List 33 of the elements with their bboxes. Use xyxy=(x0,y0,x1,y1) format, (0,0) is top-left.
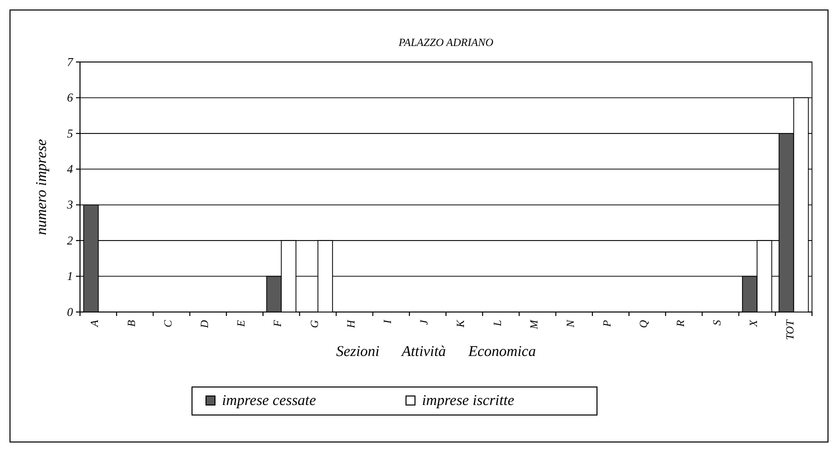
x-tick-label: C xyxy=(162,319,174,328)
x-tick-label: N xyxy=(564,319,577,328)
legend-label: imprese cessate xyxy=(222,393,316,409)
x-tick-label: K xyxy=(455,319,468,328)
y-tick-label: 4 xyxy=(67,162,73,176)
x-tick-label: G xyxy=(308,320,321,328)
x-tick-label: L xyxy=(492,320,504,328)
x-tick-label: J xyxy=(418,318,431,325)
y-axis-title: numero imprese xyxy=(34,138,50,235)
x-tick-label: Q xyxy=(638,320,650,328)
x-tick-label: I xyxy=(382,318,394,325)
x-tick-label: E xyxy=(236,320,248,328)
y-tick-label: 1 xyxy=(67,269,73,284)
y-tick-label: 5 xyxy=(67,126,73,140)
x-tick-label: H xyxy=(345,318,358,329)
y-tick-label: 0 xyxy=(67,304,73,319)
x-tick-label: P xyxy=(602,320,614,328)
x-tick-label: M xyxy=(528,319,540,330)
y-tick-label: 7 xyxy=(67,54,74,69)
x-tick-label: X xyxy=(748,318,760,328)
legend-label: imprese iscritte xyxy=(422,393,515,409)
x-tick-label: B xyxy=(126,320,138,327)
x-tick-label: S xyxy=(711,320,724,326)
x-tick-label: A xyxy=(89,320,102,328)
y-tick-label: 6 xyxy=(67,90,73,105)
x-tick-label: TOT xyxy=(784,319,797,340)
y-tick-label: 3 xyxy=(66,198,73,212)
y-tick-label: 2 xyxy=(67,233,73,248)
x-tick-label: F xyxy=(272,320,284,328)
chart-title: PALAZZO ADRIANO xyxy=(398,37,494,49)
x-tick-label: R xyxy=(674,320,687,328)
x-axis-title: Sezioni Attività Economica xyxy=(336,344,536,360)
x-tick-label: D xyxy=(198,320,211,329)
